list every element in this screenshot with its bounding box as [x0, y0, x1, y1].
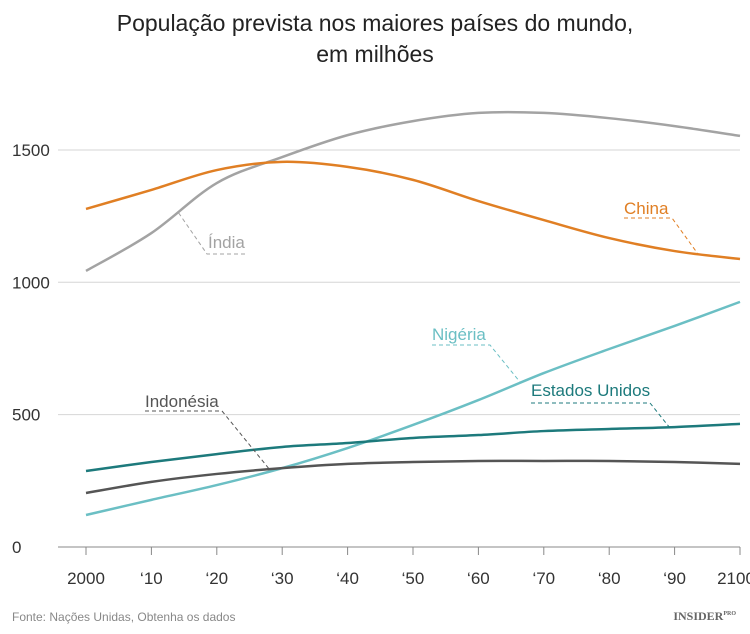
label-leader--ndia: [177, 211, 245, 255]
chart-title: População prevista nos maiores países do…: [0, 8, 750, 70]
label-leader-nig-ria: [432, 344, 521, 383]
logo-text: INSIDER: [673, 609, 724, 623]
x-tick-label: ‘70: [532, 569, 555, 588]
source-note: Fonte: Nações Unidas, Obtenha os dados: [12, 610, 236, 624]
x-tick-label: ‘90: [663, 569, 686, 588]
x-tick-label: ‘80: [598, 569, 621, 588]
y-tick-label: 0: [12, 538, 21, 557]
series-label-indon-sia: Indonésia: [145, 392, 219, 411]
y-tick-label: 500: [12, 406, 40, 425]
label-leader-indon-sia: [145, 410, 271, 471]
series-label-nig-ria: Nigéria: [432, 325, 486, 344]
series-line-china: [85, 160, 741, 261]
series-label-china: China: [624, 199, 669, 218]
series-label-estados-unidos: Estados Unidos: [531, 381, 650, 400]
label-leader-estados-unidos: [531, 402, 671, 429]
label-leader-china: [624, 217, 699, 255]
logo: INSIDERPRO: [673, 609, 736, 624]
series-line--ndia: [85, 110, 741, 272]
x-tick-label: ‘30: [271, 569, 294, 588]
x-tick-label: ‘10: [140, 569, 163, 588]
title-line-1: População prevista nos maiores países do…: [116, 10, 634, 36]
series-line-nig-ria: [85, 300, 741, 517]
series-label--ndia: Índia: [208, 233, 245, 252]
title-line-2: em milhões: [316, 41, 434, 67]
logo-sup: PRO: [723, 611, 736, 617]
x-tick-label: ‘40: [336, 569, 359, 588]
x-tick-label: ‘50: [402, 569, 425, 588]
y-tick-label: 1500: [12, 141, 50, 160]
series-line-estados-unidos: [85, 422, 741, 473]
x-tick-label: 2100: [717, 569, 750, 588]
x-tick-label: ‘20: [205, 569, 228, 588]
x-tick-label: ‘60: [467, 569, 490, 588]
series-line-indon-sia: [85, 459, 741, 495]
y-tick-label: 1000: [12, 273, 50, 292]
x-tick-label: 2000: [67, 569, 105, 588]
